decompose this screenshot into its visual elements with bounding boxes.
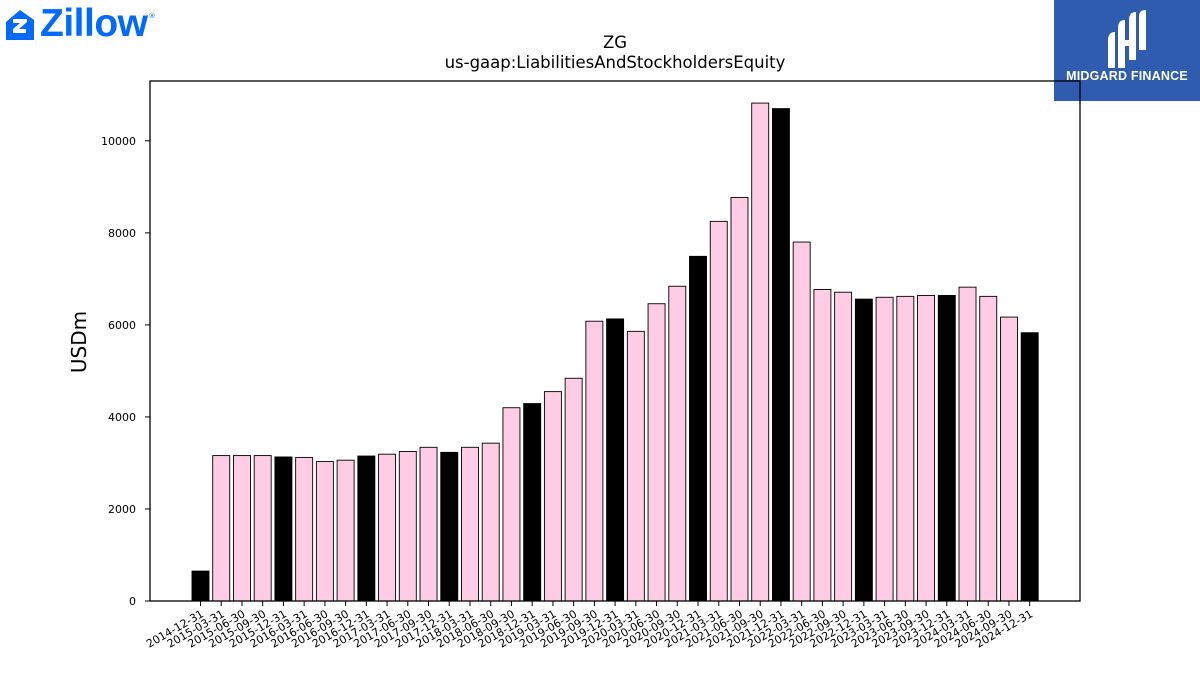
registered-mark: ® [148, 12, 156, 20]
bar-2016-09-30 [336, 459, 355, 602]
chart-title: ZG [603, 33, 627, 52]
bar-2021-06-30 [730, 196, 749, 602]
bar-2024-09-30 [1000, 316, 1018, 602]
bar-2018-06-30 [481, 442, 500, 602]
y-axis: 0 2000 4000 6000 8000 10000 [101, 135, 150, 608]
y-tick-label: 2000 [108, 503, 136, 516]
bar-2017-06-30 [398, 450, 417, 602]
bar-2018-03-31 [461, 446, 479, 602]
bar-2022-03-31 [792, 241, 811, 602]
bar-2017-03-31 [378, 453, 397, 602]
bar-2018-09-30 [502, 407, 521, 602]
midgard-logo-icon [1108, 10, 1146, 68]
midgard-finance-badge: MIDGARD FINANCE [1054, 0, 1200, 101]
bar-2020-03-31 [626, 330, 645, 602]
y-tick-label: 8000 [108, 227, 136, 240]
bar-2023-06-30 [896, 295, 915, 602]
y-axis-label: USDm [67, 311, 91, 373]
bar-2023-03-31 [875, 296, 894, 602]
x-axis: 2014-12-312015-03-312015-06-302015-09-30… [144, 601, 1035, 651]
bar-2022-06-30 [813, 289, 832, 602]
bar-2014-12-31 [191, 570, 210, 602]
bar-2021-09-30 [751, 102, 770, 602]
midgard-finance-label: MIDGARD FINANCE [1066, 69, 1188, 83]
bar-2019-12-31 [606, 318, 625, 602]
y-tick-label: 0 [129, 595, 136, 608]
bar-2021-03-31 [709, 220, 728, 602]
zillow-wordmark: Zillow [40, 2, 148, 45]
bar-series [191, 102, 1039, 602]
bar-2024-03-31 [958, 286, 977, 602]
bar-2023-09-30 [917, 294, 935, 602]
bar-2023-12-31 [937, 294, 956, 602]
bar-2019-03-31 [543, 391, 562, 602]
bar-2024-12-31 [1020, 332, 1039, 602]
plot-frame [149, 80, 1081, 602]
bar-2015-12-31 [274, 456, 293, 602]
bar-2020-09-30 [668, 285, 687, 602]
bar-2021-12-31 [771, 108, 790, 602]
y-tick-label: 10000 [101, 135, 136, 148]
bar-2016-12-31 [357, 455, 376, 602]
bar-2020-06-30 [647, 303, 666, 602]
bar-2015-03-31 [212, 455, 231, 602]
bar-2017-09-30 [419, 446, 438, 602]
bar-2018-12-31 [523, 403, 542, 602]
bar-2017-12-31 [440, 451, 459, 602]
bar-2020-12-31 [689, 255, 707, 602]
bar-2015-06-30 [233, 455, 251, 602]
bar-2024-06-30 [979, 295, 998, 602]
bar-2016-06-30 [315, 461, 334, 602]
bar-2022-09-30 [834, 291, 853, 602]
y-tick-label: 6000 [108, 319, 136, 332]
zillow-house-icon [6, 10, 34, 40]
chart-subtitle: us-gaap:LiabilitiesAndStockholdersEquity [445, 53, 786, 72]
bar-2019-06-30 [564, 377, 583, 602]
zillow-logo: Zillow ® [4, 4, 156, 44]
y-tick-label: 4000 [108, 411, 136, 424]
bar-2015-09-30 [253, 455, 272, 602]
bar-2022-12-31 [854, 298, 873, 602]
bar-2019-09-30 [585, 320, 604, 602]
bar-2016-03-31 [295, 456, 314, 602]
